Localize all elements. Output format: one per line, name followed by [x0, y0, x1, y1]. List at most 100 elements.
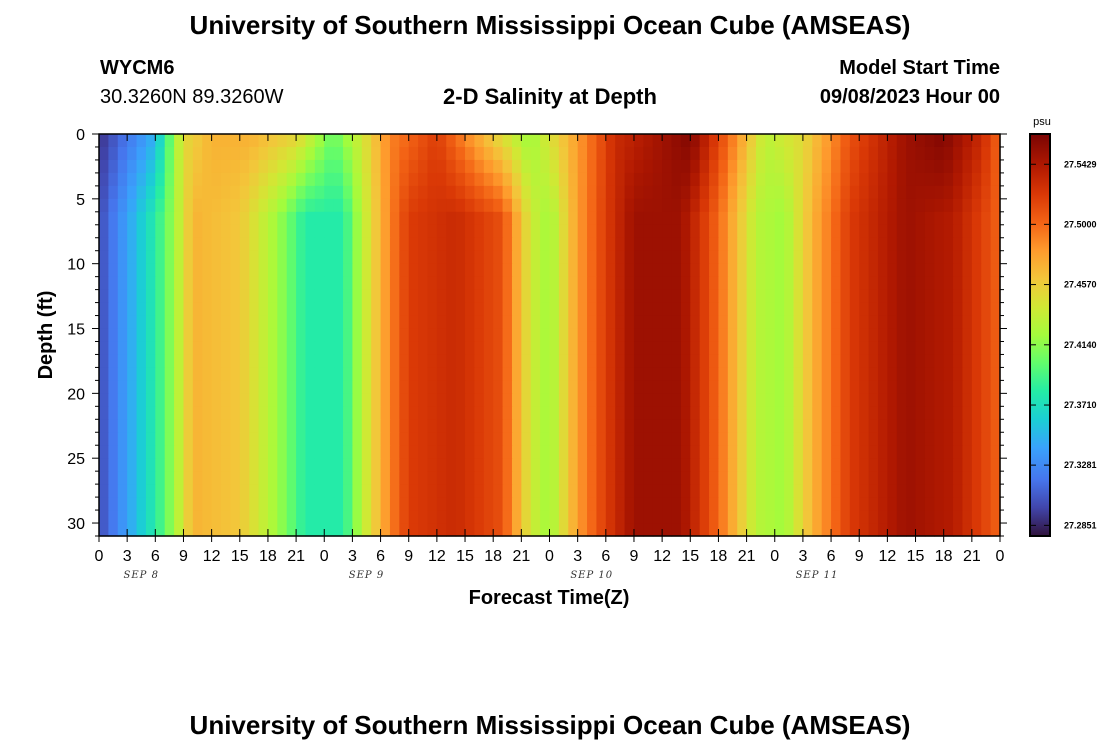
heatmap-cell [474, 367, 485, 381]
heatmap-cell [690, 432, 701, 446]
heatmap-cell [793, 419, 804, 433]
heatmap-cell [699, 406, 710, 420]
heatmap-cell [230, 497, 241, 511]
heatmap-cell [849, 185, 860, 200]
heatmap-cell [155, 354, 166, 369]
heatmap-cell [277, 445, 288, 459]
heatmap-cell [267, 523, 278, 537]
heatmap-cell [446, 354, 457, 369]
heatmap-cell [812, 497, 823, 511]
heatmap-cell [521, 250, 532, 265]
heatmap-cell [267, 497, 278, 511]
heatmap-cell [953, 302, 964, 317]
heatmap-cell [596, 354, 607, 369]
heatmap-cell [802, 341, 813, 356]
heatmap-cell [361, 315, 372, 330]
heatmap-cell [483, 302, 494, 317]
heatmap-cell [849, 172, 860, 187]
heatmap-cell [605, 523, 616, 537]
heatmap-cell [511, 250, 522, 265]
heatmap-cell [465, 211, 476, 226]
heatmap-cell [277, 198, 288, 213]
heatmap-cell [399, 419, 410, 433]
heatmap-cell [540, 198, 551, 213]
heatmap-cell [145, 211, 156, 226]
heatmap-cell [436, 471, 447, 485]
heatmap-cell [446, 328, 457, 343]
heatmap-cell [127, 367, 138, 381]
heatmap-cell [774, 445, 785, 459]
heatmap-cell [371, 146, 382, 161]
heatmap-cell [483, 445, 494, 459]
heatmap-cell [549, 367, 560, 381]
heatmap-cell [896, 263, 907, 278]
heatmap-cell [239, 484, 250, 498]
heatmap-cell [859, 354, 870, 369]
y-tick-label: 15 [67, 322, 85, 339]
heatmap-cell [596, 302, 607, 317]
heatmap-cell [699, 341, 710, 356]
heatmap-cell [540, 497, 551, 511]
heatmap-cell [896, 289, 907, 304]
heatmap-cell [981, 497, 992, 511]
heatmap-cell [859, 523, 870, 537]
heatmap-cell [643, 484, 654, 498]
heatmap-cell [540, 237, 551, 252]
heatmap-cell [690, 367, 701, 381]
heatmap-cell [624, 354, 635, 369]
heatmap-cell [483, 458, 494, 472]
heatmap-cell [840, 134, 851, 148]
heatmap-cell [427, 419, 438, 433]
heatmap-cell [812, 354, 823, 369]
heatmap-cell [239, 328, 250, 343]
heatmap-cell [239, 159, 250, 174]
heatmap-cell [784, 497, 795, 511]
heatmap-cell [615, 250, 626, 265]
heatmap-cell [802, 237, 813, 252]
heatmap-cell [737, 315, 748, 330]
heatmap-cell [230, 134, 241, 148]
heatmap-cell [474, 289, 485, 304]
heatmap-cell [361, 497, 372, 511]
heatmap-cell [352, 134, 363, 148]
heatmap-cell [671, 484, 682, 498]
heatmap-cell [831, 198, 842, 213]
heatmap-cell [596, 328, 607, 343]
heatmap-cell [746, 445, 757, 459]
heatmap-cell [971, 367, 982, 381]
heatmap-cell [662, 432, 673, 446]
heatmap-cell [755, 263, 766, 278]
heatmap-cell [774, 497, 785, 511]
heatmap-cell [953, 523, 964, 537]
heatmap-cell [267, 172, 278, 187]
heatmap-cell [483, 146, 494, 161]
heatmap-cell [971, 237, 982, 252]
heatmap-cell [221, 380, 231, 394]
heatmap-cell [915, 315, 926, 330]
heatmap-cell [765, 185, 776, 200]
heatmap-cell [474, 211, 485, 226]
heatmap-cell [258, 172, 269, 187]
heatmap-cell [455, 458, 466, 472]
heatmap-cell [802, 263, 813, 278]
heatmap-cell [108, 510, 119, 524]
heatmap-cell [812, 380, 823, 394]
heatmap-cell [774, 302, 785, 317]
heatmap-cell [352, 315, 363, 330]
heatmap-cell [230, 224, 241, 239]
heatmap-cell [568, 354, 579, 369]
heatmap-cell [427, 328, 438, 343]
heatmap-cell [549, 497, 560, 511]
heatmap-cell [521, 393, 532, 407]
heatmap-cell [596, 380, 607, 394]
heatmap-cell [896, 134, 907, 148]
heatmap-cell [361, 523, 372, 537]
heatmap-cell [924, 289, 935, 304]
heatmap-cell [418, 406, 429, 420]
heatmap-cell [615, 484, 626, 498]
heatmap-cell [924, 134, 935, 148]
heatmap-cell [371, 510, 382, 524]
heatmap-cell [746, 185, 757, 200]
heatmap-cell [981, 523, 992, 537]
heatmap-cell [343, 471, 354, 485]
